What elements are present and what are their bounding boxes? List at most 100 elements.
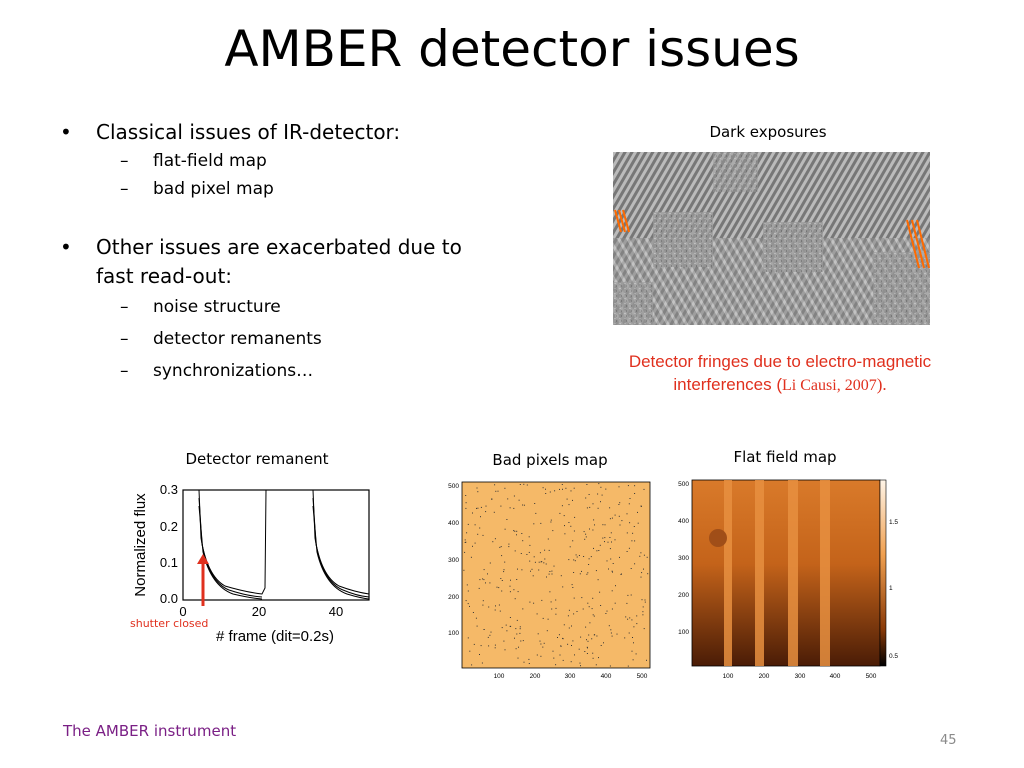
bad-pixel <box>494 609 496 611</box>
remanent-caption: Detector remanent <box>185 450 329 468</box>
bad-pixel <box>604 537 606 539</box>
bad-pixel <box>573 530 575 532</box>
bad-pixel <box>632 637 633 638</box>
bad-pixel <box>464 539 466 541</box>
fringes-note-line2: interferences (Li Causi, 2007). <box>673 375 887 394</box>
bad-pixels-xticks: 100 200 300 400 500 <box>494 673 648 680</box>
bad-pixel <box>633 626 635 628</box>
svg-text:400: 400 <box>678 518 689 525</box>
bad-pixel <box>594 634 596 636</box>
bad-pixel <box>571 625 572 627</box>
bad-pixel <box>646 659 647 661</box>
bad-pixel <box>588 634 590 636</box>
bad-pixel <box>584 538 586 540</box>
bad-pixel <box>487 636 489 638</box>
bad-pixel <box>548 549 550 551</box>
bad-pixel <box>642 614 644 616</box>
bad-pixel <box>607 541 609 543</box>
bad-pixel <box>476 487 478 489</box>
bullet-list: Classical issues of IR-detector: flat-fi… <box>60 118 500 387</box>
bad-pixel <box>499 546 501 548</box>
bad-pixel <box>549 491 551 493</box>
bad-pixel <box>592 614 594 616</box>
bad-pixel <box>552 650 554 652</box>
bad-pixel <box>559 512 561 514</box>
bad-pixel <box>624 637 626 639</box>
bad-pixel <box>510 579 511 581</box>
bad-pixel <box>513 495 515 497</box>
ytick: 0.3 <box>160 482 178 497</box>
bad-pixel <box>528 658 530 660</box>
bad-pixel <box>532 575 534 577</box>
bad-pixel <box>533 602 535 604</box>
bad-pixel <box>631 619 633 621</box>
bad-pixel <box>579 662 581 664</box>
bad-pixel <box>508 546 510 548</box>
bad-pixel <box>551 570 553 572</box>
bad-pixel <box>544 549 546 551</box>
bad-pixel <box>477 533 479 535</box>
bad-pixel <box>482 600 484 602</box>
bad-pixel <box>516 619 518 621</box>
bad-pixel <box>634 563 636 565</box>
bad-pixel <box>626 532 628 534</box>
bad-pixel <box>545 563 547 565</box>
bad-pixel <box>592 529 594 531</box>
bad-pixel <box>587 602 589 604</box>
bad-pixel <box>472 612 474 613</box>
bad-pixel <box>614 539 616 541</box>
bad-pixel <box>547 538 549 540</box>
bad-pixel <box>580 665 581 667</box>
bad-pixel <box>520 553 522 554</box>
bad-pixel <box>479 527 481 529</box>
bad-pixel <box>472 545 473 547</box>
bad-pixel <box>476 625 478 627</box>
bad-pixel <box>604 524 606 526</box>
svg-text:100: 100 <box>723 673 734 680</box>
bad-pixel <box>597 493 599 495</box>
bad-pixel <box>603 642 604 644</box>
bad-pixel <box>618 486 620 488</box>
xtick: 40 <box>329 604 343 619</box>
bad-pixel <box>526 484 528 486</box>
citation: Li Causi, 2007 <box>782 377 877 394</box>
bad-pixel <box>589 528 590 530</box>
bad-pixel <box>477 507 479 509</box>
bad-pixel <box>546 630 548 632</box>
bad-pixel <box>517 568 518 570</box>
bad-pixel <box>506 630 508 632</box>
bad-pixel <box>606 560 608 562</box>
bad-pixel <box>634 485 636 487</box>
bad-pixel <box>567 643 569 645</box>
bad-pixel <box>530 570 531 572</box>
bad-pixel <box>480 645 482 647</box>
bad-pixel <box>593 519 595 521</box>
bad-pixel <box>534 561 536 563</box>
bad-pixel <box>479 654 480 655</box>
bad-pixel <box>476 507 477 509</box>
dark-exposures-caption: Dark exposures <box>709 123 827 141</box>
bad-pixel <box>609 665 611 667</box>
flat-field-xticks: 100 200 300 400 500 <box>723 673 877 680</box>
bad-pixel <box>482 578 484 580</box>
bad-pixel <box>540 655 542 657</box>
bad-pixel <box>598 657 599 659</box>
bad-pixel <box>568 522 570 523</box>
bad-pixel <box>465 541 467 543</box>
svg-text:500: 500 <box>637 673 648 680</box>
bad-pixel <box>610 632 612 634</box>
bad-pixel <box>495 490 497 492</box>
bad-pixel <box>593 615 595 617</box>
bad-pixel <box>496 586 498 588</box>
bad-pixel <box>582 608 584 610</box>
bad-pixel <box>598 550 600 551</box>
bad-pixel <box>513 530 515 532</box>
bad-pixel <box>568 559 570 561</box>
bad-pixel <box>488 606 490 608</box>
bad-pixel <box>517 657 519 659</box>
bad-pixel <box>471 664 473 666</box>
bad-pixel <box>487 573 488 575</box>
bad-pixel <box>574 560 576 562</box>
bad-pixel <box>562 488 563 490</box>
bad-pixel <box>639 555 641 557</box>
